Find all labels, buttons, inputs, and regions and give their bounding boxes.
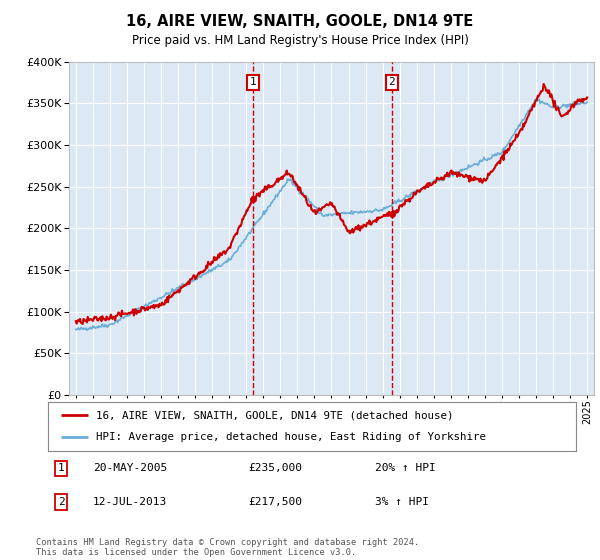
Text: Contains HM Land Registry data © Crown copyright and database right 2024.
This d: Contains HM Land Registry data © Crown c…	[36, 538, 419, 557]
Text: £217,500: £217,500	[248, 497, 302, 507]
Text: 20-MAY-2005: 20-MAY-2005	[93, 464, 167, 473]
Text: £235,000: £235,000	[248, 464, 302, 473]
Text: 3% ↑ HPI: 3% ↑ HPI	[376, 497, 430, 507]
Text: 16, AIRE VIEW, SNAITH, GOOLE, DN14 9TE (detached house): 16, AIRE VIEW, SNAITH, GOOLE, DN14 9TE (…	[95, 410, 453, 421]
Text: 1: 1	[58, 464, 65, 473]
Text: 2: 2	[58, 497, 65, 507]
Text: 20% ↑ HPI: 20% ↑ HPI	[376, 464, 436, 473]
Text: 12-JUL-2013: 12-JUL-2013	[93, 497, 167, 507]
Text: HPI: Average price, detached house, East Riding of Yorkshire: HPI: Average price, detached house, East…	[95, 432, 485, 442]
Text: Price paid vs. HM Land Registry's House Price Index (HPI): Price paid vs. HM Land Registry's House …	[131, 34, 469, 46]
Text: 2: 2	[388, 77, 395, 87]
Text: 16, AIRE VIEW, SNAITH, GOOLE, DN14 9TE: 16, AIRE VIEW, SNAITH, GOOLE, DN14 9TE	[127, 14, 473, 29]
Text: 1: 1	[250, 77, 256, 87]
